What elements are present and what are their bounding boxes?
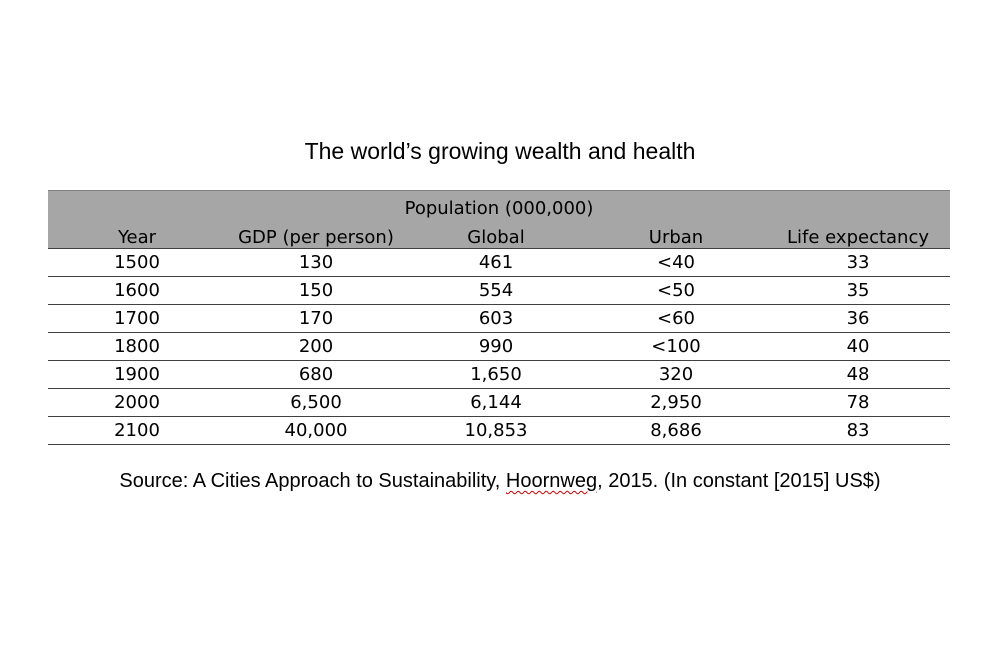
table-row: 1800 200 990 <100 40 [48, 332, 951, 361]
cell-year: 2000 [48, 388, 226, 417]
cell-global: 10,853 [406, 416, 586, 445]
cell-life-expectancy: 48 [766, 360, 951, 389]
cell-global: 603 [406, 304, 586, 333]
cell-life-expectancy: 40 [766, 332, 951, 361]
cell-urban: <40 [586, 248, 766, 277]
cell-life-expectancy: 36 [766, 304, 951, 333]
cell-life-expectancy: 33 [766, 248, 951, 277]
cell-global: 554 [406, 276, 586, 305]
cell-global: 990 [406, 332, 586, 361]
column-header-gdp: GDP (per person) [226, 219, 406, 249]
source-prefix: Source: A Cities Approach to Sustainabil… [119, 470, 506, 492]
group-header-row: Population (000,000) [48, 190, 951, 219]
cell-gdp: 130 [226, 248, 406, 277]
cell-gdp: 6,500 [226, 388, 406, 417]
table-row: 1700 170 603 <60 36 [48, 304, 951, 333]
table-row: 2000 6,500 6,144 2,950 78 [48, 388, 951, 417]
cell-urban: <100 [586, 332, 766, 361]
cell-year: 1800 [48, 332, 226, 361]
cell-life-expectancy: 83 [766, 416, 951, 445]
cell-global: 1,650 [406, 360, 586, 389]
cell-year: 2100 [48, 416, 226, 445]
cell-global: 461 [406, 248, 586, 277]
cell-life-expectancy: 78 [766, 388, 951, 417]
column-header-urban: Urban [586, 219, 766, 249]
cell-urban: <60 [586, 304, 766, 333]
table-row: 1600 150 554 <50 35 [48, 276, 951, 305]
cell-global: 6,144 [406, 388, 586, 417]
cell-life-expectancy: 35 [766, 276, 951, 305]
data-table: Population (000,000) Year GDP (per perso… [48, 190, 951, 445]
cell-urban: 320 [586, 360, 766, 389]
cell-gdp: 150 [226, 276, 406, 305]
cell-gdp: 200 [226, 332, 406, 361]
population-group-header: Population (000,000) [48, 190, 951, 219]
page-title: The world’s growing wealth and health [304, 138, 696, 164]
source-citation: Source: A Cities Approach to Sustainabil… [0, 470, 1000, 493]
column-header-life-expectancy: Life expectancy [766, 219, 951, 249]
spellcheck-flagged-word: Hoornweg [505, 470, 598, 492]
cell-urban: 8,686 [586, 416, 766, 445]
cell-year: 1500 [48, 248, 226, 277]
cell-year: 1900 [48, 360, 226, 389]
cell-year: 1700 [48, 304, 226, 333]
cell-year: 1600 [48, 276, 226, 305]
table-row: 1500 130 461 <40 33 [48, 248, 951, 277]
cell-urban: <50 [586, 276, 766, 305]
column-header-global: Global [406, 219, 586, 249]
cell-gdp: 40,000 [226, 416, 406, 445]
column-header-row: Year GDP (per person) Global Urban Life … [48, 219, 951, 249]
table-row: 1900 680 1,650 320 48 [48, 360, 951, 389]
cell-gdp: 170 [226, 304, 406, 333]
cell-gdp: 680 [226, 360, 406, 389]
column-header-year: Year [48, 219, 226, 249]
source-suffix: , 2015. (In constant [2015] US$) [597, 470, 881, 492]
table-row: 2100 40,000 10,853 8,686 83 [48, 416, 951, 445]
cell-urban: 2,950 [586, 388, 766, 417]
